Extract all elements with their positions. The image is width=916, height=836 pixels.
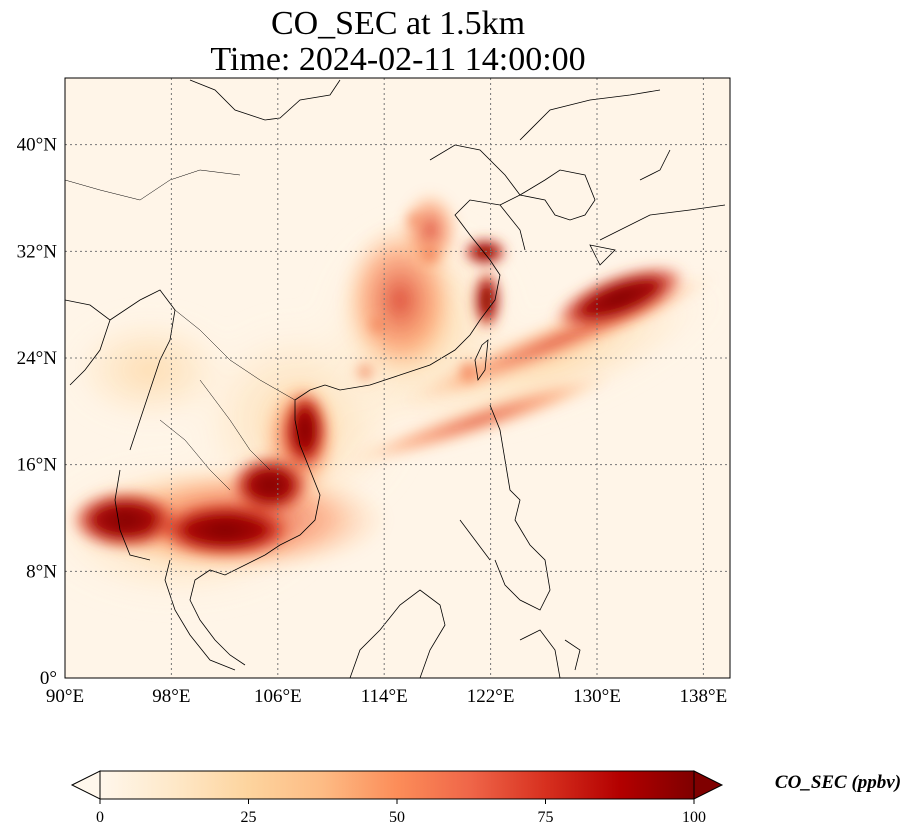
lon-tick-label: 138°E bbox=[680, 686, 728, 707]
lat-tick-label: 0° bbox=[40, 668, 57, 689]
colorbar-extend-min bbox=[70, 770, 101, 800]
lat-tick-label: 24°N bbox=[17, 348, 58, 369]
map-title: CO_SEC at 1.5km bbox=[270, 5, 526, 42]
lon-tick-label: 122°E bbox=[467, 686, 515, 707]
colorbar-extend-max bbox=[693, 770, 724, 800]
colorbar-title: CO_SEC (ppbv) bbox=[775, 772, 901, 793]
colorbar-tick-label: 100 bbox=[682, 809, 706, 826]
map-time: Time: 2024-02-11 14:00:00 bbox=[210, 41, 586, 78]
lon-tick-label: 114°E bbox=[361, 686, 408, 707]
lon-tick-label: 130°E bbox=[573, 686, 621, 707]
colorbar-tick-label: 75 bbox=[538, 809, 554, 826]
lat-tick-label: 40°N bbox=[17, 135, 58, 156]
lon-tick-label: 106°E bbox=[254, 686, 302, 707]
lon-tick-label: 90°E bbox=[46, 686, 84, 707]
gridlines bbox=[65, 78, 730, 678]
colorbar-ticks: 0 25 50 75 100 bbox=[96, 799, 706, 826]
colorbar-bar bbox=[99, 770, 695, 800]
colorbar-tick-label: 50 bbox=[389, 809, 405, 826]
colorbar: 0 25 50 75 100 CO_SEC (ppbv) bbox=[70, 770, 901, 826]
colorbar-tick-label: 0 bbox=[96, 809, 104, 826]
concentration-field bbox=[65, 78, 730, 678]
map-frame bbox=[64, 77, 731, 679]
colorbar-tick-label: 25 bbox=[241, 809, 257, 826]
lat-tick-label: 8°N bbox=[26, 561, 57, 582]
lat-tick-label: 16°N bbox=[17, 455, 58, 476]
lat-tick-label: 32°N bbox=[17, 241, 58, 262]
coastlines bbox=[65, 79, 726, 678]
lon-tick-label: 98°E bbox=[152, 686, 190, 707]
longitude-tick-labels: 90°E 98°E 106°E 114°E 122°E 130°E 138°E bbox=[46, 686, 727, 707]
latitude-tick-labels: 0° 8°N 16°N 24°N 32°N 40°N bbox=[17, 135, 58, 689]
